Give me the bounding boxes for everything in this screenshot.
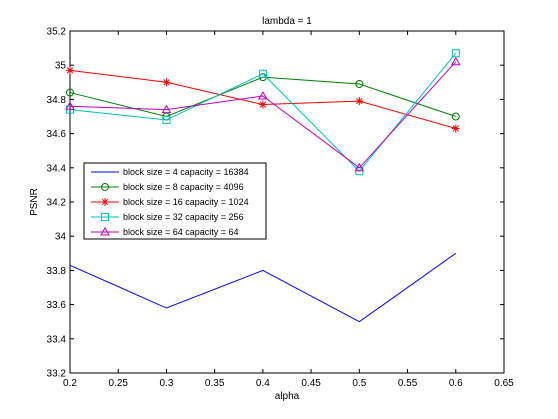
data-point [101, 213, 109, 221]
data-point [354, 162, 365, 172]
y-tick-label: 35 [55, 61, 67, 72]
legend-entry: block size = 64 capacity = 64 [91, 226, 239, 237]
y-tick-label: 34.6 [47, 129, 67, 140]
legend-label: block size = 32 capacity = 256 [123, 212, 244, 222]
data-point [100, 226, 110, 236]
x-tick-label: 0.2 [63, 378, 77, 389]
legend-entry: block size = 4 capacity = 16384 [91, 167, 249, 177]
series-5 [65, 56, 461, 172]
legend-entry: block size = 32 capacity = 256 [91, 212, 244, 222]
y-tick-label: 34 [55, 232, 67, 243]
legend-label: block size = 16 capacity = 1024 [123, 197, 249, 207]
ticks-layer: 0.2 0.25 0.3 0.35 0.4 0.45 0.5 0.55 0.6 0.65 33.2 3… [47, 27, 515, 390]
data-point [66, 66, 74, 75]
y-tick-label: 34.8 [47, 95, 67, 106]
data-point [101, 183, 109, 191]
legend: block size = 4 capacity = 16384 block siz… [83, 162, 267, 240]
x-tick-label: 0.5 [352, 378, 366, 389]
series-1 [69, 252, 457, 323]
x-tick-label: 0.35 [205, 378, 225, 389]
x-tick-label: 0.25 [108, 378, 128, 389]
legend-entry: block size = 16 capacity = 1024 [91, 197, 249, 207]
x-tick-label: 0.3 [159, 378, 173, 389]
x-tick-label: 0.4 [256, 378, 270, 389]
data-point [161, 104, 172, 114]
data-point [258, 69, 267, 78]
data-point [162, 78, 171, 87]
data-point [451, 49, 460, 58]
y-tick-label: 33.4 [47, 334, 67, 345]
data-point [66, 88, 74, 97]
series-line [69, 61, 457, 169]
legend-entry: block size = 8 capacity = 4096 [91, 182, 244, 192]
data-point [355, 80, 364, 89]
legend-label: block size = 64 capacity = 64 [123, 227, 239, 237]
legend-label: block size = 8 capacity = 4096 [123, 182, 244, 192]
x-tick-label: 0.45 [301, 378, 321, 389]
y-axis-label: PSNR [29, 188, 40, 216]
y-tick-label: 34.2 [47, 198, 67, 209]
data-point [258, 100, 267, 109]
data-point [450, 56, 461, 66]
y-tick-label: 34.4 [47, 163, 67, 174]
y-tick-label: 35.2 [47, 27, 67, 38]
data-point [355, 97, 364, 106]
legend-label: block size = 4 capacity = 16384 [123, 167, 249, 177]
legend-box [83, 162, 267, 240]
x-tick-label: 0.65 [494, 378, 514, 389]
y-tick-label: 33.8 [47, 266, 67, 277]
data-point [162, 115, 171, 124]
x-tick-label: 0.6 [449, 378, 463, 389]
data-point [101, 198, 109, 206]
data-point [451, 112, 460, 121]
data-point [258, 90, 268, 100]
series-3 [66, 66, 460, 133]
data-point [451, 124, 460, 133]
series-layer [65, 49, 461, 323]
data-point [65, 101, 75, 110]
x-axis-label: alpha [275, 391, 300, 402]
chart-title: lambda = 1 [262, 16, 312, 27]
y-tick-label: 33.6 [47, 300, 67, 311]
series-line [69, 252, 457, 323]
y-tick-label: 33.2 [47, 369, 67, 380]
x-tick-label: 0.55 [398, 378, 418, 389]
